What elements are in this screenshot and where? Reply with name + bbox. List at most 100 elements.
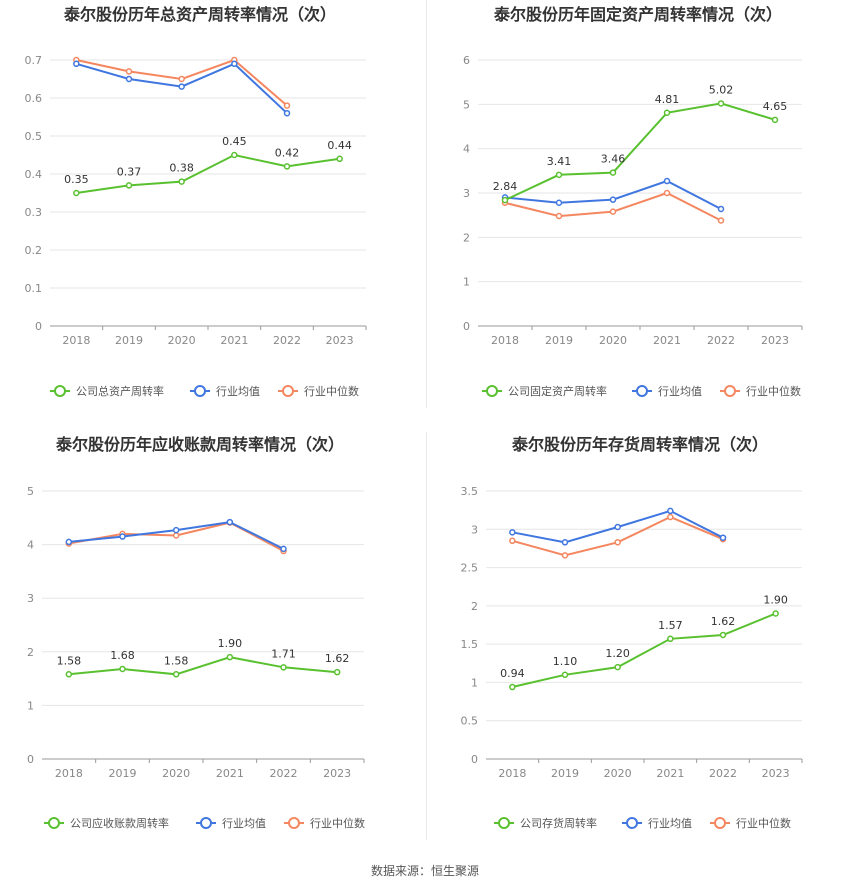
panel-divider-bottom	[426, 432, 427, 840]
chart-title: 泰尔股份历年固定资产周转率情况（次）	[493, 5, 782, 24]
data-point	[125, 68, 133, 75]
y-tick-label: 0.5	[25, 130, 43, 143]
chart-fixed-asset-turnover: 泰尔股份历年固定资产周转率情况（次） 0 1 2 3 4 5 6 2018 2019 2020 202…	[426, 0, 850, 420]
data-point	[609, 169, 617, 176]
x-tick-label: 2021	[220, 334, 248, 347]
chart-inventory-turnover: 泰尔股份历年存货周转率情况（次） 0 0.5 1 1.5 2 2.5 3 3.5 2018 2019…	[426, 420, 850, 850]
data-label: 1.90	[763, 594, 788, 607]
data-label: 2.84	[493, 180, 518, 193]
x-tick-label: 2020	[604, 767, 632, 780]
legend-label: 公司固定资产周转率	[508, 384, 607, 398]
y-tick-label: 0.4	[25, 168, 43, 181]
x-tick-label: 2023	[762, 767, 790, 780]
data-point	[178, 178, 185, 185]
data-label: 1.57	[658, 619, 683, 632]
data-label: 4.65	[763, 100, 788, 113]
data-point	[231, 151, 238, 159]
y-tick-label: 3	[463, 187, 470, 200]
legend-label: 行业均值	[648, 817, 692, 830]
legend-label: 行业中位数	[310, 816, 365, 830]
data-point	[614, 523, 621, 531]
x-tick-label: 2018	[62, 334, 90, 347]
data-point	[614, 539, 621, 546]
legend-label: 行业均值	[222, 817, 266, 830]
y-tick-label: 0.1	[25, 282, 43, 295]
legend-marker	[724, 385, 736, 397]
data-point	[609, 196, 617, 203]
data-label: 4.81	[655, 93, 680, 106]
data-point	[231, 60, 238, 68]
y-tick-label: 0	[463, 320, 470, 333]
data-point	[663, 109, 671, 117]
data-point	[561, 671, 569, 679]
y-tick-label: 2	[27, 646, 34, 659]
data-point	[663, 177, 671, 185]
data-label: 1.20	[605, 647, 630, 660]
chart-title: 泰尔股份历年应收账款周转率情况（次）	[55, 435, 344, 454]
data-label: 1.62	[325, 652, 350, 665]
data-point	[663, 189, 671, 197]
data-point	[226, 518, 234, 526]
x-tick-label: 2022	[270, 767, 298, 780]
data-label: 0.45	[222, 135, 247, 148]
chart-title: 泰尔股份历年总资产周转率情况（次）	[63, 5, 336, 24]
data-point	[65, 671, 73, 678]
y-tick-label: 6	[463, 54, 470, 67]
data-point	[501, 196, 509, 204]
y-tick-label: 1.5	[461, 638, 479, 651]
data-point	[172, 671, 180, 678]
data-label: 0.37	[117, 165, 142, 178]
chart-svg: 泰尔股份历年固定资产周转率情况（次） 0 1 2 3 4 5 6 2018 2019 2020 202…	[463, 5, 803, 398]
data-point	[283, 109, 291, 117]
chart-title: 泰尔股份历年存货周转率情况（次）	[511, 435, 768, 454]
data-point	[172, 526, 180, 534]
data-point	[178, 75, 185, 83]
x-tick-label: 2018	[491, 334, 519, 347]
data-label: 3.46	[601, 153, 626, 166]
legend-marker	[486, 385, 498, 397]
series-line	[504, 102, 776, 202]
data-point	[172, 532, 180, 539]
x-tick-label: 2018	[55, 767, 83, 780]
data-point	[283, 163, 291, 170]
y-tick-label: 0	[471, 753, 478, 766]
data-label: 5.02	[709, 83, 734, 96]
x-tick-label: 2019	[115, 334, 143, 347]
x-tick-label: 2019	[551, 767, 579, 780]
chart-svg: 泰尔股份历年应收账款周转率情况（次） 0 1 2 3 4 5 2018 2019 2020 2021…	[27, 435, 365, 830]
y-tick-label: 1	[27, 699, 34, 712]
data-label: 1.68	[110, 649, 135, 662]
legend-marker	[498, 817, 510, 829]
data-label: 1.58	[57, 654, 82, 667]
data-point	[333, 668, 341, 676]
y-tick-label: 0.5	[461, 715, 479, 728]
data-point	[609, 208, 617, 215]
x-tick-label: 2021	[656, 767, 684, 780]
x-tick-label: 2021	[216, 767, 244, 780]
x-tick-label: 2023	[761, 334, 789, 347]
data-label: 0.38	[169, 162, 194, 175]
data-point	[119, 665, 126, 673]
data-label: 3.41	[547, 155, 572, 168]
data-point	[717, 100, 725, 107]
data-point	[65, 538, 73, 546]
legend-marker	[714, 817, 726, 829]
data-point	[717, 205, 725, 213]
legend-label: 公司应收账款周转率	[70, 816, 169, 830]
x-tick-label: 2018	[498, 767, 526, 780]
legend-label: 公司总资产周转率	[76, 384, 164, 398]
y-tick-label: 4	[27, 539, 34, 552]
x-tick-label: 2019	[109, 767, 137, 780]
data-point	[178, 83, 185, 90]
data-point	[125, 75, 133, 83]
data-point	[667, 507, 674, 515]
legend-marker	[288, 817, 300, 829]
x-tick-label: 2023	[326, 334, 354, 347]
x-tick-label: 2020	[168, 334, 196, 347]
legend-marker	[636, 385, 648, 397]
x-tick-label: 2020	[599, 334, 627, 347]
y-tick-label: 3	[471, 523, 478, 536]
x-tick-label: 2020	[162, 767, 190, 780]
data-label: 1.71	[271, 647, 296, 660]
panel-divider-top	[426, 0, 427, 408]
